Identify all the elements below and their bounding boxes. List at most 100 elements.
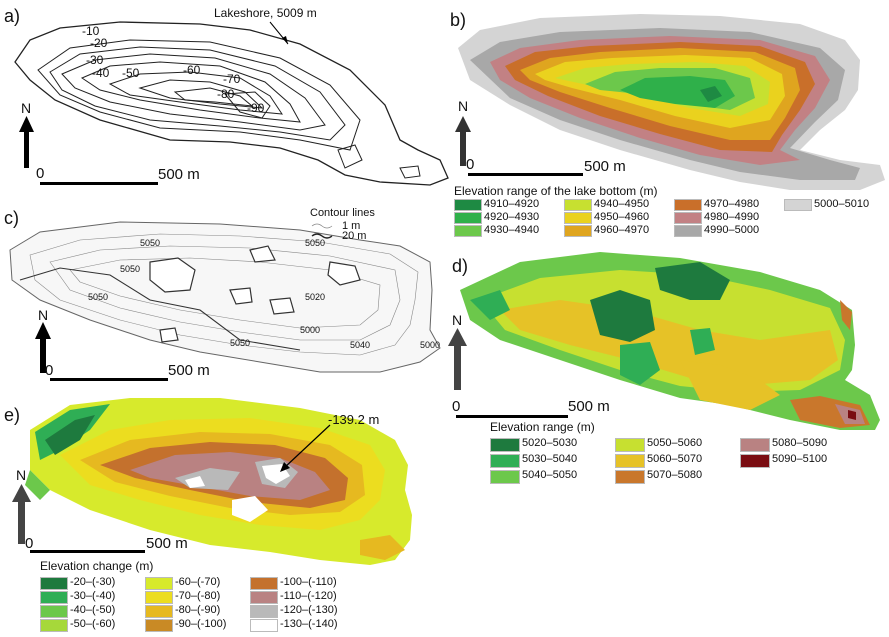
north-label-d: N: [451, 312, 463, 328]
legend-swatch: [564, 225, 592, 237]
deepest-point-label: -139.2 m: [328, 412, 380, 427]
contour-legend-1m: 1 m: [342, 220, 361, 232]
legend-label: 4990–5000: [704, 224, 760, 236]
contour-1m-symbol: [311, 223, 333, 229]
legend-label: -80–(-90): [175, 604, 221, 616]
scale-bar-d: [456, 415, 568, 418]
scale-bar-a: [40, 182, 158, 185]
legend-swatch: [250, 591, 278, 604]
contour-label: -70: [223, 72, 241, 86]
legend-label: -40–(-50): [70, 604, 116, 616]
legend-label: 5090–5100: [772, 453, 828, 465]
legend-swatch: [40, 577, 68, 590]
legend-label: -50–(-60): [70, 618, 116, 630]
lakeshore-label: Lakeshore, 5009 m: [214, 6, 317, 20]
legend-label: 5070–5080: [647, 469, 703, 481]
panel-c-map: [9, 221, 441, 373]
scale-label-b: 500 m: [584, 158, 626, 175]
contour-label: -90: [247, 101, 265, 115]
contour-label: -80: [217, 87, 235, 101]
contour-label-c: 5000: [420, 340, 441, 350]
contour-label: -50: [122, 66, 140, 80]
panel-d-label: d): [452, 256, 469, 276]
legend-label: 5020–5030: [522, 437, 578, 449]
legend-swatch: [145, 605, 173, 618]
panel-a-map: [14, 21, 449, 186]
scale-label-a: 500 m: [158, 166, 200, 183]
legend-swatch: [784, 199, 812, 211]
contour-label-c: 5050: [305, 238, 326, 248]
legend-label: 5030–5040: [522, 453, 578, 465]
scale-zero-d: 0: [452, 398, 461, 415]
scale-zero-b: 0: [466, 156, 475, 173]
legend-label: 4940–4950: [594, 198, 650, 210]
north-arrows: [12, 116, 471, 544]
contour-label-c: 5040: [350, 340, 371, 350]
scale-label-d: 500 m: [568, 398, 610, 415]
scale-bar-c: [50, 378, 168, 381]
contour-label-c: 5020: [305, 292, 326, 302]
legend-label: 4950–4960: [594, 211, 650, 223]
legend-swatch: [615, 454, 645, 468]
contour-legend-title: Contour lines: [310, 207, 375, 219]
legend-label: 5050–5060: [647, 437, 703, 449]
legend-swatch: [40, 619, 68, 632]
scale-zero-a: 0: [36, 165, 45, 182]
legend-label: -60–(-70): [175, 576, 221, 588]
legend-label: -70–(-80): [175, 590, 221, 602]
contour-legend-20m: 20 m: [342, 230, 367, 242]
legend-label: 4930–4940: [484, 224, 540, 236]
legend-label: 5080–5090: [772, 437, 828, 449]
legend-swatch: [250, 619, 278, 632]
scale-label-e: 500 m: [146, 535, 188, 552]
contour-label: -30: [86, 53, 104, 67]
legend-swatch: [740, 454, 770, 468]
contour-label-c: 5050: [140, 238, 161, 248]
scale-zero-c: 0: [45, 362, 54, 379]
legend-swatch: [454, 212, 482, 224]
contour-label: -40: [92, 66, 110, 80]
legend-swatch: [145, 619, 173, 632]
contour-label-c: 5050: [230, 338, 251, 348]
legend-swatch: [674, 225, 702, 237]
legend-swatch: [564, 212, 592, 224]
contour-label-c: 5050: [120, 264, 141, 274]
north-label-b: N: [457, 98, 469, 114]
north-label-e: N: [15, 467, 27, 483]
legend-label: -110–(-120): [280, 590, 337, 602]
scale-bar-e: [30, 550, 145, 553]
legend-swatch: [615, 470, 645, 484]
north-label-c: N: [37, 307, 49, 323]
legend-swatch: [615, 438, 645, 452]
north-label-a: N: [20, 100, 32, 116]
legend-title-b: Elevation range of the lake bottom (m): [454, 184, 658, 198]
legend-label: -100–(-110): [280, 576, 337, 588]
legend-label: -20–(-30): [70, 576, 116, 588]
legend-label: 4980–4990: [704, 211, 760, 223]
panel-d-map: [460, 252, 880, 430]
legend-swatch: [40, 591, 68, 604]
legend-swatch: [145, 577, 173, 590]
contour-label-c: 5050: [88, 292, 109, 302]
legend-swatch: [250, 605, 278, 618]
legend-swatch: [490, 470, 520, 484]
legend-label: 5000–5010: [814, 198, 870, 210]
panel-e-label: e): [4, 405, 21, 425]
panel-e-map: [25, 398, 412, 565]
legend-title-e: Elevation change (m): [40, 559, 154, 573]
legend-label: -30–(-40): [70, 590, 116, 602]
panel-a-label: a): [4, 6, 21, 26]
legend-label: -120–(-130): [280, 604, 338, 616]
legend-label: 4970–4980: [704, 198, 760, 210]
contour-label-c: 5000: [300, 325, 321, 335]
legend-swatch: [454, 225, 482, 237]
legend-swatch: [145, 591, 173, 604]
legend-swatch: [674, 212, 702, 224]
contour-20m-symbol: [311, 233, 333, 239]
legend-swatch: [490, 438, 520, 452]
legend-label: 4910–4920: [484, 198, 540, 210]
deepest-point-arrow: [283, 424, 331, 469]
legend-swatch: [740, 438, 770, 452]
panel-b-label: b): [450, 10, 467, 30]
